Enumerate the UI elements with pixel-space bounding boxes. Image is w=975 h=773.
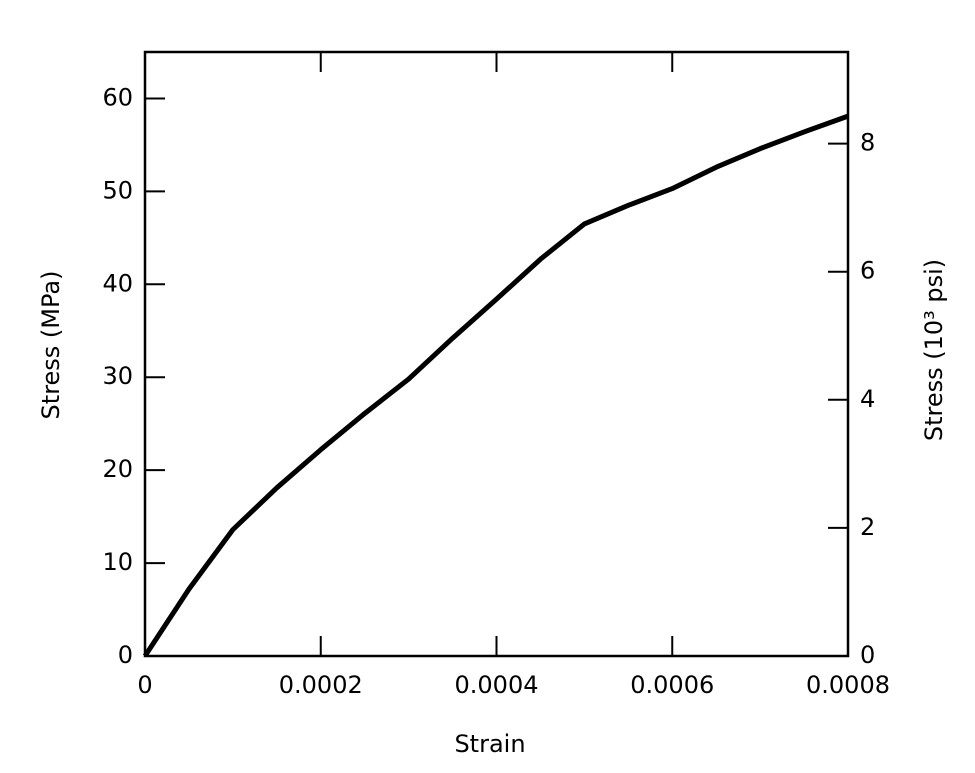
y-tick-label: 10 (102, 548, 133, 576)
y-tick-label: 30 (102, 362, 133, 390)
stress-strain-curve (142, 113, 849, 658)
y-tick-label: 20 (102, 455, 133, 483)
y2-tick-label: 8 (860, 129, 875, 157)
y-tick-label: 50 (102, 176, 133, 204)
plot-frame (143, 50, 850, 658)
y2-tick-label: 2 (860, 513, 875, 541)
x-tick-label: 0.0006 (630, 671, 714, 699)
y-axis-label: Stress (MPa) (37, 271, 65, 420)
y-tick-label: 40 (102, 269, 133, 297)
x-tick-label: 0.0004 (455, 671, 539, 699)
y2-tick-label: 6 (860, 257, 875, 285)
x-tick-label: 0.0002 (279, 671, 363, 699)
x-axis-label: Strain (454, 730, 525, 758)
y-tick-label: 0 (118, 641, 133, 669)
x-tick-label: 0 (137, 671, 152, 699)
y2-tick-label: 0 (860, 641, 875, 669)
y-tick-label: 60 (102, 83, 133, 111)
x-tick-label: 0.0008 (806, 671, 890, 699)
y2-axis-label: Stress (10³ psi) (920, 259, 948, 441)
y2-tick-label: 4 (860, 385, 875, 413)
